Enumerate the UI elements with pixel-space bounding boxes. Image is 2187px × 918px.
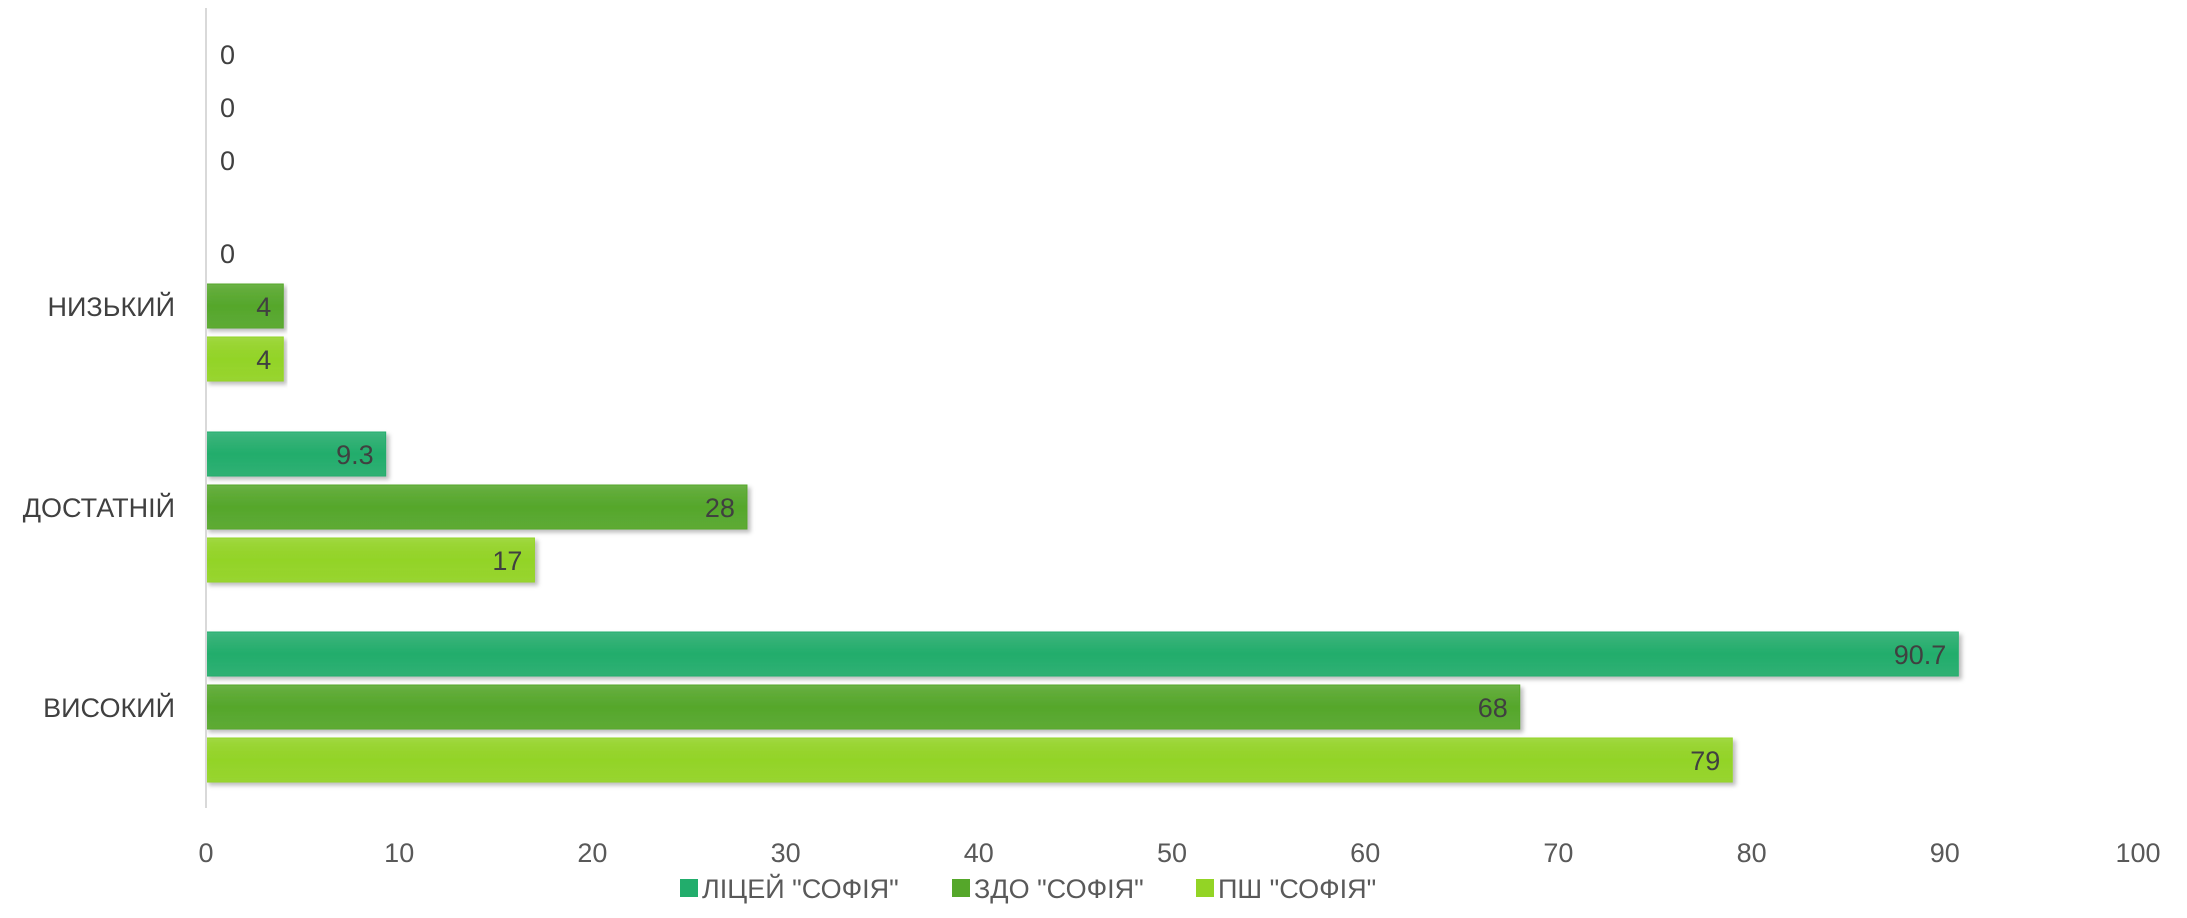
bar-1-0 bbox=[205, 431, 387, 477]
data-label-2-2: 79 bbox=[1690, 746, 1720, 776]
x-tick-label-9: 90 bbox=[1930, 838, 1960, 868]
x-tick-label-5: 50 bbox=[1157, 838, 1187, 868]
data-label-1-0: 9.3 bbox=[336, 440, 374, 470]
legend-label-1: ЗДО "СОФІЯ" bbox=[974, 874, 1144, 904]
data-label-2-1: 68 bbox=[1478, 693, 1508, 723]
bar-2-0 bbox=[205, 631, 1959, 677]
bar-1-2 bbox=[205, 537, 535, 583]
data-label-1-1: 28 bbox=[705, 493, 735, 523]
x-tick-label-3: 30 bbox=[771, 838, 801, 868]
bar-1-1 bbox=[205, 484, 748, 530]
data-label-0-1: 4 bbox=[256, 292, 271, 322]
extra-data-label-1: 0 bbox=[220, 93, 235, 123]
data-label-1-2: 17 bbox=[492, 546, 522, 576]
x-tick-label-0: 0 bbox=[198, 838, 213, 868]
x-tick-label-4: 40 bbox=[964, 838, 994, 868]
bar-2-1 bbox=[205, 684, 1521, 730]
data-label-0-2: 4 bbox=[256, 345, 271, 375]
x-tick-label-6: 60 bbox=[1350, 838, 1380, 868]
bar-2-2 bbox=[205, 737, 1733, 783]
legend-swatch-2 bbox=[1196, 879, 1214, 897]
x-tick-label-10: 100 bbox=[2115, 838, 2160, 868]
x-tick-label-8: 80 bbox=[1737, 838, 1767, 868]
extra-data-label-0: 0 bbox=[220, 40, 235, 70]
x-tick-label-7: 70 bbox=[1543, 838, 1573, 868]
data-label-2-0: 90.7 bbox=[1894, 640, 1947, 670]
extra-data-label-2: 0 bbox=[220, 146, 235, 176]
x-tick-label-1: 10 bbox=[384, 838, 414, 868]
category-label-1: ДОСТАТНІЙ bbox=[23, 492, 175, 523]
data-label-0-0: 0 bbox=[220, 239, 235, 269]
bar-0-2 bbox=[205, 336, 284, 382]
legend-label-0: ЛІЦЕЙ "СОФІЯ" bbox=[702, 873, 899, 904]
category-label-2: ВИСОКИЙ bbox=[43, 692, 175, 723]
legend-label-2: ПШ "СОФІЯ" bbox=[1218, 874, 1376, 904]
legend-swatch-1 bbox=[952, 879, 970, 897]
x-tick-label-2: 20 bbox=[577, 838, 607, 868]
bar-0-1 bbox=[205, 283, 284, 329]
legend-swatch-0 bbox=[680, 879, 698, 897]
category-label-0: НИЗЬКИЙ bbox=[48, 291, 175, 322]
